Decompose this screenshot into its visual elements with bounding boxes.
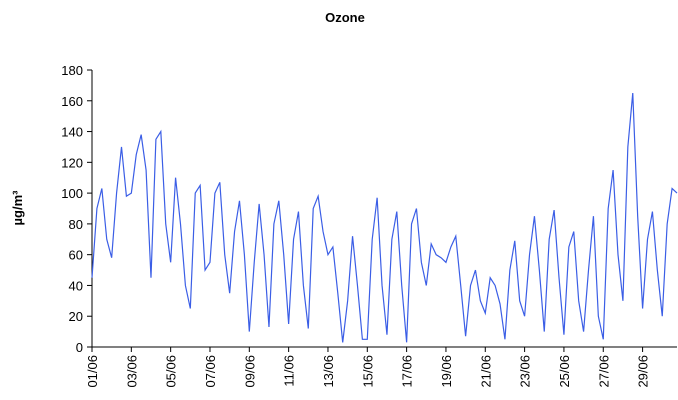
y-tick-label: 20 [69,309,83,324]
x-tick-label: 25/06 [557,355,572,388]
x-tick-label: 17/06 [400,355,415,388]
y-tick-label: 80 [69,217,83,232]
x-tick-label: 11/06 [282,355,297,387]
data-line [91,93,678,343]
y-tick-label: 40 [69,278,83,293]
chart-title: Ozone [325,10,365,25]
x-tick-label: 01/06 [85,355,100,388]
x-tick-label: 05/06 [164,355,179,388]
y-tick-label: 140 [61,125,83,140]
y-tick-label: 0 [76,340,83,355]
x-tick-label: 27/06 [596,355,611,388]
y-tick-label: 160 [61,94,83,109]
x-tick-label: 23/06 [518,355,533,388]
y-tick-label: 180 [61,63,83,78]
x-tick-label: 13/06 [321,355,336,388]
x-tick-label: 09/06 [242,355,257,388]
x-tick-label: 15/06 [360,355,375,388]
y-tick-label: 60 [69,248,83,263]
y-tick-label: 120 [61,155,83,170]
x-tick-label: 19/06 [439,355,454,388]
x-tick-label: 21/06 [478,355,493,388]
y-axis-label: µg/m³ [10,190,25,226]
x-tick-label: 07/06 [203,355,218,388]
x-tick-label: 03/06 [124,355,139,388]
y-tick-label: 100 [61,186,83,201]
x-tick-label: 29/06 [636,355,651,388]
